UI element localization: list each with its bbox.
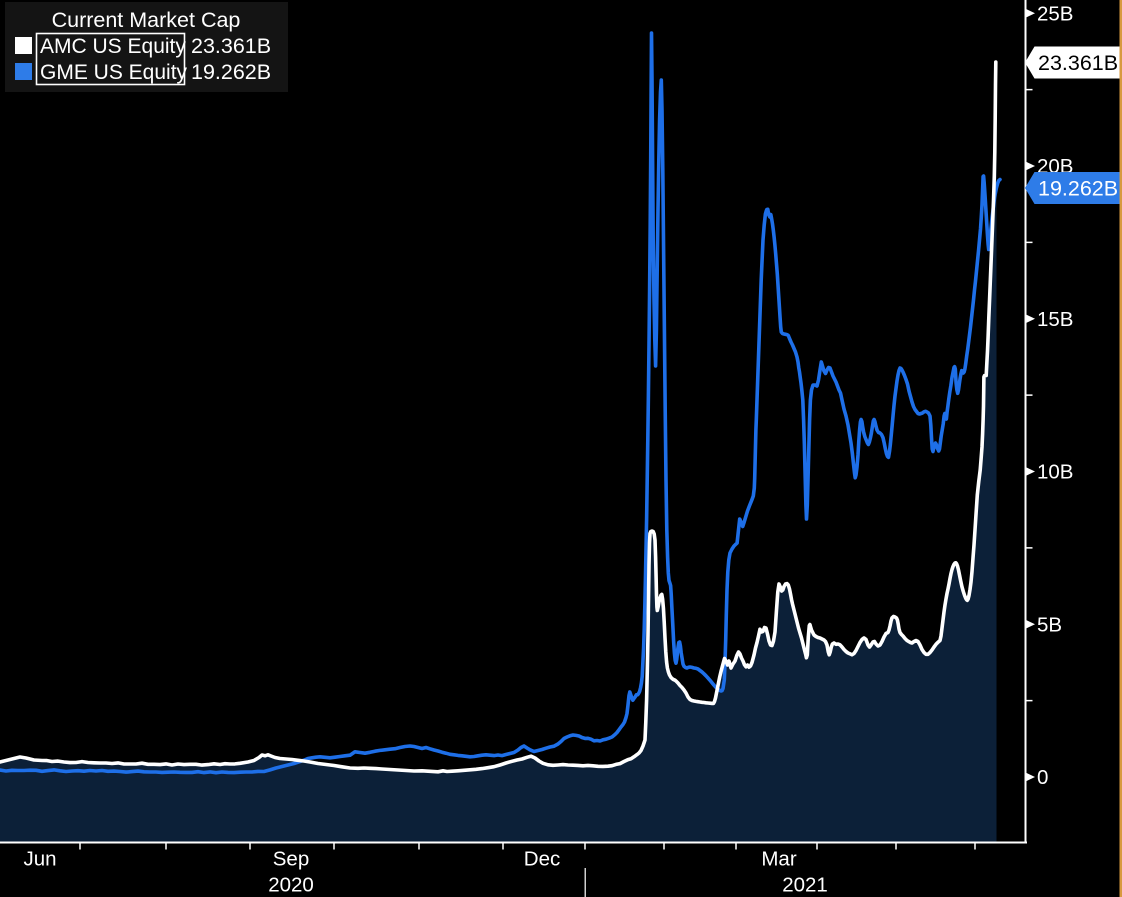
svg-text:23.361B: 23.361B	[1038, 51, 1118, 75]
svg-text:19.262B: 19.262B	[1038, 177, 1118, 201]
svg-text:Current Market Cap: Current Market Cap	[52, 8, 241, 32]
svg-text:19.262B: 19.262B	[191, 60, 271, 84]
svg-text:2021: 2021	[782, 874, 828, 897]
svg-text:15B: 15B	[1037, 308, 1073, 331]
svg-text:Sep: Sep	[273, 848, 309, 871]
svg-text:23.361B: 23.361B	[191, 34, 271, 58]
svg-text:2020: 2020	[268, 874, 314, 897]
svg-text:Dec: Dec	[524, 848, 560, 871]
svg-text:0: 0	[1037, 766, 1048, 789]
svg-text:Mar: Mar	[761, 848, 796, 871]
svg-text:GME US Equity: GME US Equity	[40, 61, 188, 84]
svg-text:5B: 5B	[1037, 613, 1062, 636]
svg-text:AMC US Equity: AMC US Equity	[40, 35, 186, 58]
svg-text:25B: 25B	[1037, 2, 1073, 25]
svg-text:Jun: Jun	[23, 848, 56, 871]
svg-text:10B: 10B	[1037, 461, 1073, 484]
